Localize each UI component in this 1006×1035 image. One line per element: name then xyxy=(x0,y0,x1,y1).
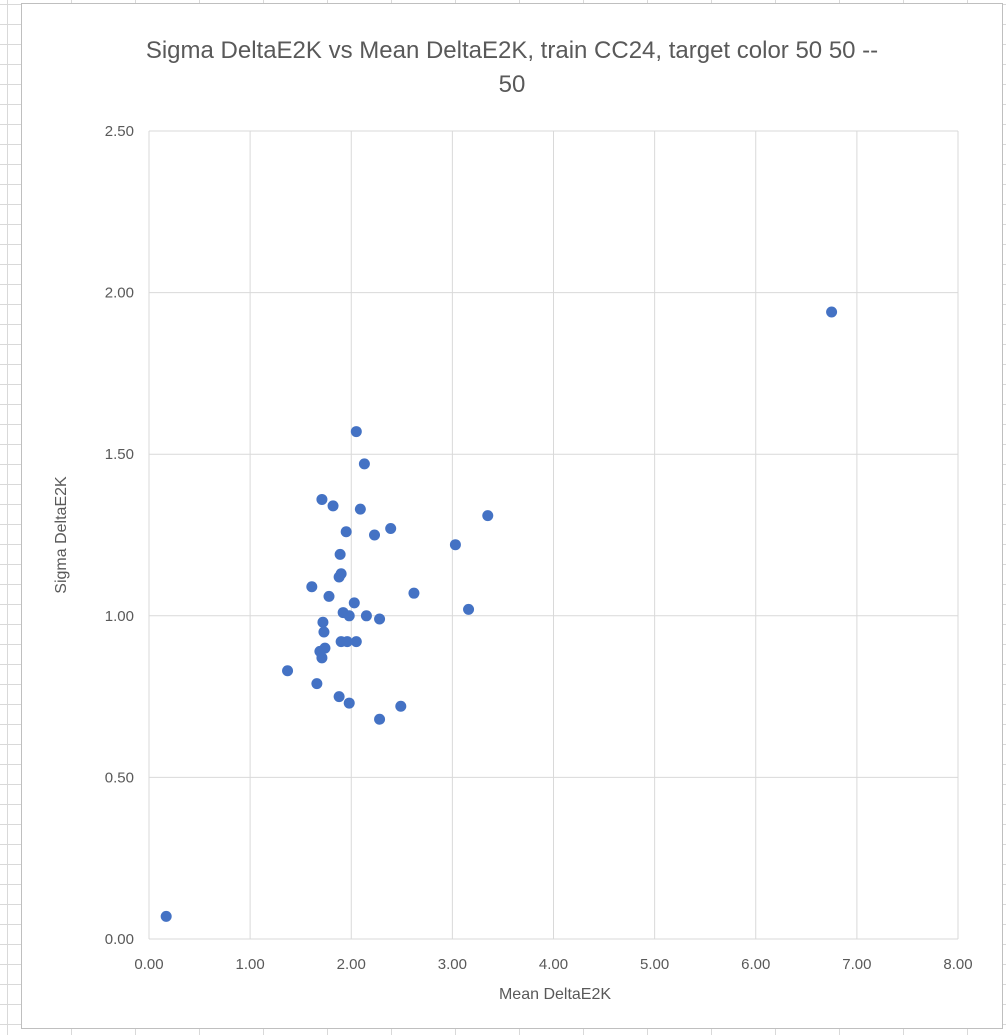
data-point[interactable] xyxy=(318,626,330,638)
y-tick-label: 2.50 xyxy=(105,123,134,140)
data-point[interactable] xyxy=(319,642,331,654)
y-axis-title[interactable]: Sigma DeltaE2K xyxy=(53,476,70,594)
data-point[interactable] xyxy=(408,587,420,599)
data-point[interactable] xyxy=(327,500,339,512)
y-tick-label: 0.00 xyxy=(105,931,134,948)
data-point[interactable] xyxy=(160,910,172,922)
data-point[interactable] xyxy=(385,523,397,535)
data-point[interactable] xyxy=(374,613,386,625)
x-tick-label: 5.00 xyxy=(640,956,669,973)
x-tick-label: 6.00 xyxy=(741,956,770,973)
data-point[interactable] xyxy=(323,590,335,602)
y-tick-label: 2.00 xyxy=(105,285,134,302)
data-point[interactable] xyxy=(354,503,366,515)
gridlines xyxy=(148,130,959,940)
x-tick-label: 8.00 xyxy=(943,956,972,973)
x-tick-label: 4.00 xyxy=(539,956,568,973)
data-point[interactable] xyxy=(311,678,323,690)
data-point[interactable] xyxy=(282,665,294,677)
chart-title-line-2: 50 xyxy=(498,71,526,98)
data-point[interactable] xyxy=(335,568,347,580)
y-tick-label: 1.00 xyxy=(105,608,134,625)
x-tick-label: 2.00 xyxy=(337,956,366,973)
data-point[interactable] xyxy=(333,691,345,703)
x-axis-tick-labels: 0.00 1.00 2.00 3.00 4.00 5.00 6.00 7.00 8.00 xyxy=(134,956,972,973)
data-point[interactable] xyxy=(348,597,360,609)
y-axis-tick-labels: 0.00 0.50 1.00 1.50 2.00 2.50 xyxy=(105,123,134,948)
data-point[interactable] xyxy=(341,636,353,648)
x-axis-title[interactable]: Mean DeltaE2K xyxy=(499,986,611,1003)
data-point[interactable] xyxy=(826,306,838,318)
data-point[interactable] xyxy=(395,700,407,712)
data-point[interactable] xyxy=(343,697,355,709)
data-point[interactable] xyxy=(369,529,381,541)
x-tick-label: 3.00 xyxy=(438,956,467,973)
data-point[interactable] xyxy=(316,493,328,505)
chart-area[interactable] xyxy=(21,3,1003,1029)
data-point[interactable] xyxy=(350,426,362,438)
data-point[interactable] xyxy=(306,581,318,593)
data-point[interactable] xyxy=(317,616,329,628)
y-tick-label: 0.50 xyxy=(105,769,134,786)
data-point[interactable] xyxy=(358,458,370,470)
x-tick-label: 7.00 xyxy=(842,956,871,973)
data-point[interactable] xyxy=(343,610,355,622)
data-point[interactable] xyxy=(316,652,328,664)
chart-title[interactable]: Sigma DeltaE2K vs Mean DeltaE2K, train C… xyxy=(21,34,1003,102)
x-tick-label: 1.00 xyxy=(236,956,265,973)
data-point[interactable] xyxy=(482,510,494,522)
data-point[interactable] xyxy=(449,539,461,551)
data-points[interactable] xyxy=(160,306,838,922)
chart-title-line-1: Sigma DeltaE2K vs Mean DeltaE2K, train C… xyxy=(145,37,879,64)
data-point[interactable] xyxy=(334,548,346,560)
data-point[interactable] xyxy=(350,636,362,648)
x-tick-label: 0.00 xyxy=(134,956,163,973)
data-point[interactable] xyxy=(360,610,372,622)
data-point[interactable] xyxy=(340,526,352,538)
y-tick-label: 1.50 xyxy=(105,446,134,463)
data-point[interactable] xyxy=(463,603,475,615)
data-point[interactable] xyxy=(374,713,386,725)
